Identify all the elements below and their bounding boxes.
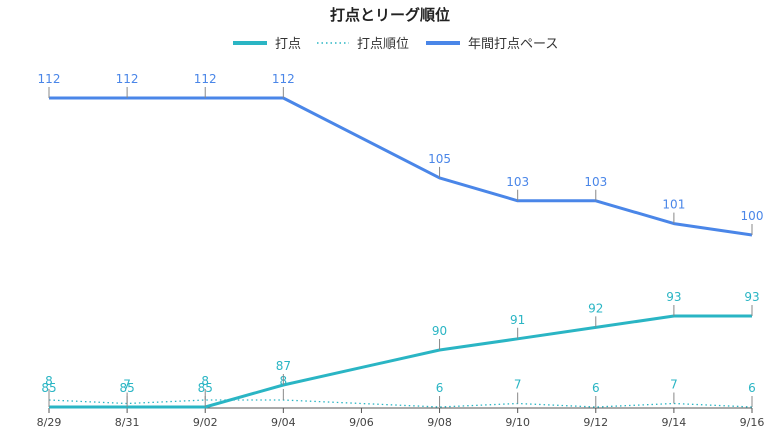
series-line-0 (49, 314, 752, 409)
data-point: 105 (428, 152, 451, 178)
data-point: 91 (510, 313, 525, 339)
x-tick-label: 9/14 (662, 416, 687, 429)
x-tick-label: 9/08 (427, 416, 452, 429)
data-point: 6 (436, 381, 444, 407)
data-point: 92 (588, 301, 603, 328)
data-label: 105 (428, 152, 451, 166)
data-point: 85 (198, 381, 213, 407)
legend-label: 打点 (275, 37, 301, 52)
x-tick-label: 9/06 (349, 416, 374, 429)
data-label: 85 (119, 381, 134, 395)
series-line-1 (48, 399, 753, 408)
data-label: 112 (116, 72, 139, 86)
chart-title: 打点とリーグ順位 (330, 6, 450, 24)
x-tick-label: 9/04 (271, 416, 296, 429)
data-label: 85 (41, 381, 56, 395)
data-label: 7 (514, 378, 522, 392)
legend-label: 年間打点ペース (468, 37, 558, 52)
legend-item-1[interactable]: 打点順位 (317, 37, 409, 52)
data-label: 8 (45, 374, 53, 388)
data-point: 93 (744, 290, 760, 316)
data-label: 100 (741, 209, 764, 223)
data-label: 93 (666, 290, 681, 304)
data-point: 103 (506, 175, 529, 201)
legend-item-2[interactable]: 年間打点ペース (426, 37, 558, 52)
data-label: 7 (670, 378, 678, 392)
data-label: 112 (272, 72, 295, 86)
data-point: 6 (748, 381, 756, 407)
legend-label: 打点順位 (357, 37, 409, 52)
data-point: 112 (116, 72, 139, 98)
data-point: 112 (194, 72, 217, 98)
data-label: 6 (748, 381, 756, 395)
legend: 打点 打点順位 年間打点ペース (233, 37, 558, 52)
data-label: 6 (592, 381, 600, 395)
data-point: 103 (584, 175, 607, 201)
data-label: 101 (662, 198, 685, 212)
data-label: 90 (432, 324, 447, 338)
data-point: 7 (670, 378, 678, 404)
data-point: 90 (432, 324, 447, 350)
x-tick-label: 9/16 (740, 416, 765, 429)
data-point: 112 (38, 72, 61, 98)
data-point: 85 (119, 381, 135, 407)
data-label: 7 (123, 378, 131, 392)
data-point: 93 (666, 290, 682, 316)
x-tick-label: 8/31 (115, 416, 140, 429)
x-tick-label: 9/10 (505, 416, 530, 429)
data-point: 7 (514, 378, 522, 404)
data-label: 8 (201, 374, 209, 388)
data-label: 93 (744, 290, 759, 304)
series-lines (48, 96, 753, 409)
data-label: 103 (506, 175, 529, 189)
data-point: 6 (592, 381, 600, 407)
data-label: 92 (588, 301, 603, 315)
x-tick-label: 9/02 (193, 416, 218, 429)
x-tick-label: 9/12 (583, 416, 608, 429)
data-point: 87 (276, 359, 291, 385)
data-labels: 8788676768585858790919293931121121121121… (38, 72, 764, 407)
data-label: 85 (198, 381, 213, 395)
x-axis: 8/29 8/31 9/02 9/04 9/06 9/08 9/10 9/12 9/14 9/16 (37, 407, 765, 429)
series-line-2 (49, 96, 753, 237)
data-label: 112 (38, 72, 61, 86)
x-tick-label: 8/29 (37, 416, 62, 429)
data-label: 103 (584, 175, 607, 189)
data-point: 101 (662, 198, 685, 224)
data-label: 91 (510, 313, 525, 327)
data-label: 87 (276, 359, 291, 373)
legend-item-0[interactable]: 打点 (233, 37, 301, 52)
data-point: 112 (272, 72, 295, 98)
data-label: 112 (194, 72, 217, 86)
data-point: 100 (741, 209, 764, 235)
data-label: 6 (436, 381, 444, 395)
data-point: 85 (41, 381, 57, 407)
